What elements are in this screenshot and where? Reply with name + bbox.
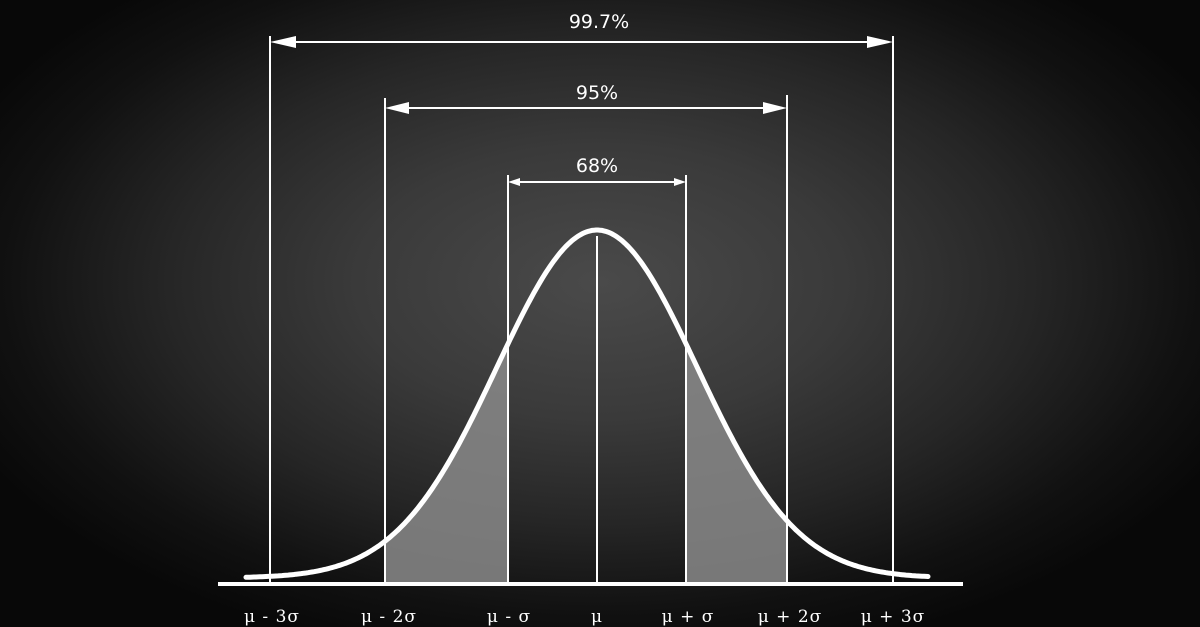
range-arrow-99-7 [270, 36, 893, 48]
range-arrow-95 [385, 102, 787, 114]
range-label-99-7: 99.7% [569, 11, 629, 33]
shaded-region-left [385, 343, 508, 584]
tick-label-plus-3-sigma: μ + 3σ [861, 607, 926, 627]
tick-label-plus-2-sigma: μ + 2σ [758, 607, 823, 627]
range-label-68: 68% [576, 155, 618, 177]
bell-curve [243, 227, 931, 580]
tick-label-minus-3-sigma: μ - 3σ [244, 607, 300, 627]
range-arrow-68 [508, 178, 686, 186]
tick-label-mean: μ [591, 607, 603, 627]
range-label-95: 95% [576, 82, 618, 104]
tick-label-plus-sigma: μ + σ [662, 607, 715, 627]
tick-label-minus-2-sigma: μ - 2σ [361, 607, 417, 627]
tick-label-minus-sigma: μ - σ [487, 607, 531, 627]
shaded-region-right [686, 343, 787, 584]
